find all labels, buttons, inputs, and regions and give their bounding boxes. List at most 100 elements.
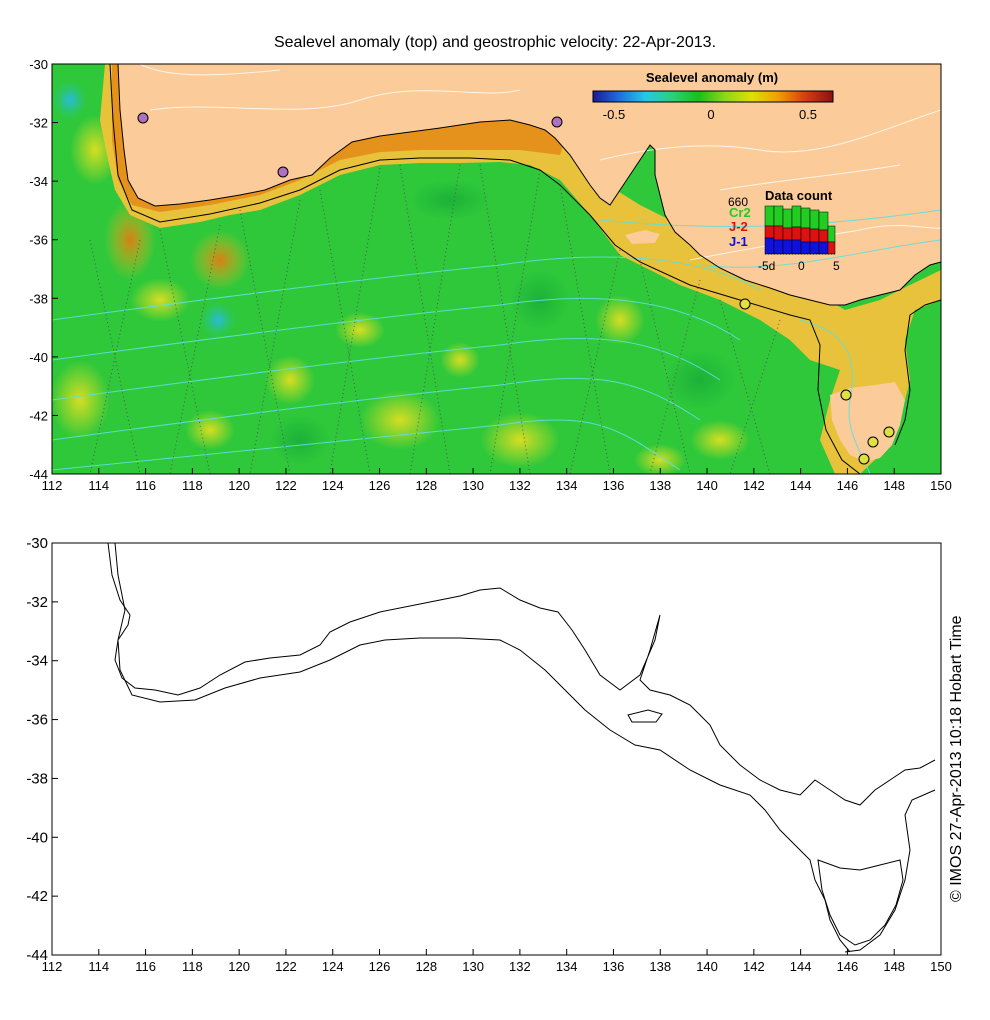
tide-gauge-marker [739,298,751,310]
colorbar-tick: 0 [707,107,714,122]
y-tick-label: -36 [29,233,48,248]
x-tick-label: 124 [322,959,344,974]
x-tick-label: 150 [930,959,952,974]
coastline-top [117,64,941,306]
x-tick-label: 136 [603,959,625,974]
land-contours [139,64,941,261]
x-tick-label: 130 [462,478,484,493]
y-tick-label: -30 [29,57,48,72]
x-tick-label: 128 [415,959,437,974]
isobath-top [109,64,941,474]
anomaly-blobs [52,80,750,474]
x-tick-label: 120 [228,959,250,974]
x-tick-label: 134 [556,478,578,493]
x-tick-label: 112 [42,959,63,974]
x-tick-label: 118 [182,478,203,493]
ocean-contours [52,209,941,474]
y-tick-label: -38 [26,770,48,787]
x-tick-label: 116 [135,478,156,493]
data-count-xtick: 0 [798,259,805,273]
bottom-map [107,542,936,953]
y-tick-label: -40 [26,829,48,846]
x-tick-label: 140 [696,959,718,974]
colorbar-tick: 0.5 [799,107,817,122]
y-tick-label: -32 [26,594,48,611]
x-tick-label: 130 [462,959,484,974]
bottom-x-axis: 112 114 116 118 120 122 124 126 128 130 132 134 136 1… [42,949,952,974]
x-tick-label: 140 [696,478,718,493]
x-tick-label: 148 [883,478,905,493]
colorbar-ramp [592,90,834,103]
top-y-axis: -30 -32 -34 -36 -38 -40 -42 -44 [29,57,58,482]
x-tick-label: 120 [228,478,250,493]
colorbar: Sealevel anomaly (m) -0.5 0 0.5 [592,70,834,122]
shelf-orange [112,64,565,212]
legend-cr2: Cr2 [729,205,751,220]
x-tick-label: 124 [322,478,344,493]
data-count-xtick: -5d [758,259,775,273]
tasmania-outline-bottom [817,859,904,946]
legend-j2: J-2 [729,219,748,234]
bottom-y-axis: -30 -32 -34 -36 -38 -40 -42 -44 [26,535,58,964]
x-tick-label: 142 [743,478,765,493]
data-count-inset: Data count 660 Cr2 J-2 J-1 -5d 0 5 [728,188,840,273]
tide-gauges [137,112,895,465]
x-tick-label: 122 [275,959,297,974]
data-count-bars [764,205,836,255]
x-tick-label: 128 [415,478,437,493]
tide-gauge-marker [858,453,870,465]
top-map [52,64,941,474]
land-tasmania [830,382,905,462]
data-count-xtick: 5 [833,259,840,273]
x-tick-label: 148 [883,959,905,974]
y-tick-label: -42 [29,408,48,423]
colorbar-tick: -0.5 [603,107,625,122]
tide-gauge-marker [277,166,289,178]
y-tick-label: -30 [26,535,48,552]
x-tick-label: 144 [790,959,812,974]
x-tick-label: 118 [182,959,203,974]
data-count-title: Data count [765,188,833,203]
data-count-max: 660 [728,195,748,209]
x-tick-label: 132 [509,478,531,493]
y-tick-label: -38 [29,291,48,306]
x-tick-label: 136 [603,478,625,493]
tide-gauge-marker [840,389,852,401]
tide-gauge-marker [883,426,895,438]
y-tick-label: -34 [26,653,48,670]
y-tick-label: -44 [26,947,48,964]
x-tick-label: 146 [837,478,859,493]
x-tick-label: 134 [556,959,578,974]
kangaroo-island-bottom [627,709,663,723]
x-tick-label: 122 [275,478,297,493]
bottom-map-frame [51,542,942,956]
top-x-axis: 112 114 116 118 120 122 124 126 128 130 132 134 136 1… [42,468,952,493]
y-tick-label: -36 [26,712,48,729]
y-tick-label: -32 [29,116,48,131]
x-tick-label: 112 [42,478,63,493]
coastline-bottom [107,542,936,806]
x-tick-label: 150 [930,478,952,493]
x-tick-label: 138 [649,959,671,974]
x-tick-label: 126 [369,959,391,974]
x-tick-label: 114 [88,478,109,493]
isobath-bottom [114,542,936,953]
x-tick-label: 114 [88,959,109,974]
imos-credit: © IMOS 27-Apr-2013 10:18 Hobart Time [948,615,965,902]
colorbar-title: Sealevel anomaly (m) [646,70,778,85]
tide-gauge-marker [551,116,563,128]
x-tick-label: 132 [509,959,531,974]
y-tick-label: -44 [29,467,48,482]
land-kangaroo-island [625,230,660,244]
y-tick-label: -40 [29,350,48,365]
x-tick-label: 116 [135,959,156,974]
satellite-tracks [89,164,781,474]
tide-gauge-marker [137,112,149,124]
legend-j1: J-1 [729,234,748,249]
tide-gauge-marker [867,436,879,448]
y-tick-label: -42 [26,888,48,905]
x-tick-label: 144 [790,478,812,493]
x-tick-label: 146 [837,959,859,974]
x-tick-label: 126 [369,478,391,493]
y-tick-label: -34 [29,174,48,189]
